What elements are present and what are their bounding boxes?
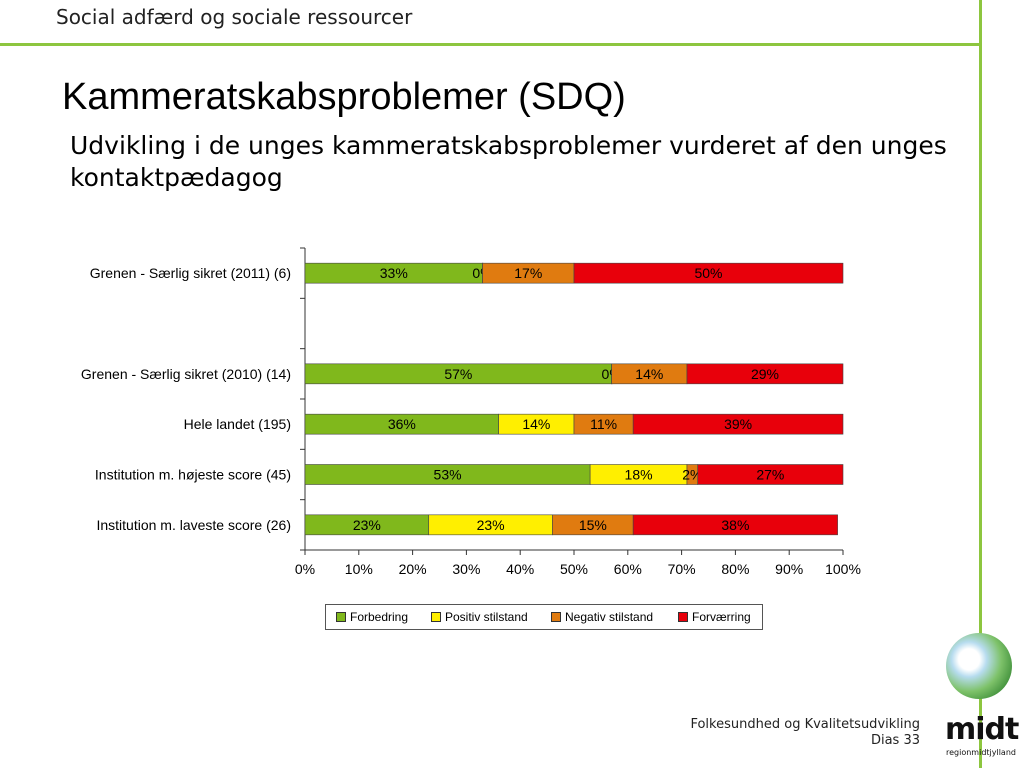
bar-segment-forværring bbox=[697, 464, 844, 485]
x-tick-label: 80% bbox=[721, 561, 749, 577]
region-logo-globe bbox=[946, 633, 1012, 699]
stacked-bar-chart: 0% 10% 20% 30% 40% 50% 60% 70% 80% 90% 100% Grenen … bbox=[81, 247, 861, 577]
legend-item: Positiv stilstand bbox=[431, 610, 528, 624]
x-tick-label: 40% bbox=[506, 561, 534, 577]
category-label: Grenen - Særlig sikret (2010) (14) bbox=[81, 366, 291, 382]
data-label: 29% bbox=[751, 366, 779, 382]
legend-item: Forværring bbox=[678, 610, 751, 624]
data-label: 23% bbox=[477, 517, 505, 533]
data-label: 53% bbox=[434, 467, 462, 483]
legend-swatch bbox=[431, 612, 441, 622]
x-tick-label: 0% bbox=[295, 561, 315, 577]
legend-item: Negativ stilstand bbox=[551, 610, 653, 624]
footer-organization: Folkesundhed og Kvalitetsudvikling bbox=[690, 717, 920, 732]
x-tick-label: 70% bbox=[668, 561, 696, 577]
category-label: Grenen - Særlig sikret (2011) (6) bbox=[90, 265, 291, 281]
bar-segment-forværring bbox=[632, 413, 844, 435]
data-label: 17% bbox=[514, 265, 542, 281]
data-label: 39% bbox=[724, 416, 752, 432]
vertical-rule bbox=[979, 0, 982, 768]
bar-segment-forværring bbox=[632, 514, 838, 536]
legend-label: Forbedring bbox=[350, 610, 409, 624]
data-label: 2% bbox=[682, 467, 702, 483]
bar-segment-forværring bbox=[686, 363, 844, 385]
x-tick-label: 100% bbox=[825, 561, 861, 577]
slide-title: Kammeratskabsproblemer (SDQ) bbox=[62, 76, 626, 118]
data-label: 18% bbox=[625, 467, 653, 483]
legend-label: Forværring bbox=[692, 610, 751, 624]
legend-label: Positiv stilstand bbox=[445, 610, 528, 624]
data-label: 57% bbox=[444, 366, 472, 382]
footer-slide-number: Dias 33 bbox=[870, 733, 920, 748]
region-logo-wordmark: midt bbox=[945, 712, 1019, 747]
header-text: Social adfærd og sociale ressourcer bbox=[56, 5, 413, 29]
category-label: Institution m. laveste score (26) bbox=[96, 517, 291, 533]
region-logo-subtext: regionmidtjylland bbox=[946, 748, 1016, 757]
data-label: 11% bbox=[590, 416, 617, 432]
bar-segment-forværring bbox=[573, 262, 844, 284]
category-label: Institution m. højeste score (45) bbox=[95, 467, 291, 483]
data-label: 14% bbox=[635, 366, 663, 382]
legend-label: Negativ stilstand bbox=[565, 610, 654, 624]
x-tick-label: 30% bbox=[452, 561, 480, 577]
data-label: 15% bbox=[579, 517, 607, 533]
x-tick-label: 10% bbox=[345, 561, 373, 577]
data-label: 50% bbox=[694, 265, 722, 281]
x-tick-label: 90% bbox=[775, 561, 803, 577]
category-label: Hele landet (195) bbox=[184, 416, 291, 432]
data-label: 27% bbox=[756, 467, 784, 483]
legend-swatch bbox=[678, 612, 688, 622]
legend-item: Forbedring bbox=[336, 610, 408, 624]
legend-swatch bbox=[551, 612, 561, 622]
data-label: 38% bbox=[721, 517, 749, 533]
x-tick-label: 20% bbox=[399, 561, 427, 577]
chart-legend: Forbedring Positiv stilstand Negativ stils… bbox=[325, 604, 763, 630]
data-label: 36% bbox=[388, 416, 416, 432]
x-tick-label: 50% bbox=[560, 561, 588, 577]
x-tick-label: 60% bbox=[614, 561, 642, 577]
data-label: 33% bbox=[380, 265, 408, 281]
header-rule bbox=[0, 43, 982, 46]
data-label: 14% bbox=[522, 416, 550, 432]
data-label: 23% bbox=[353, 517, 381, 533]
slide-subtitle: Udvikling i de unges kammeratskabsproble… bbox=[70, 131, 947, 192]
legend-swatch bbox=[336, 612, 346, 622]
